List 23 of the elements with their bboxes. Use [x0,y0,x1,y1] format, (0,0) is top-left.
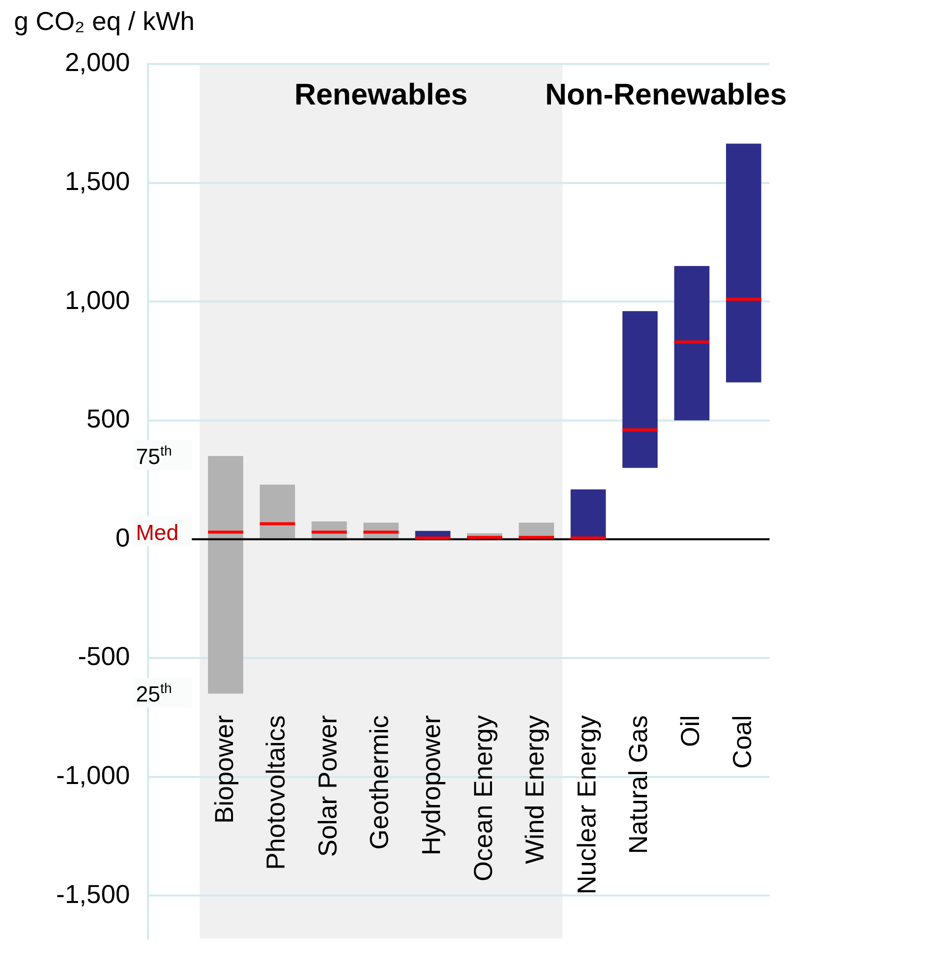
x-tick-label: Solar Power [312,714,342,857]
x-tick-label: Geothermic [364,715,394,850]
annotation: Med [136,520,179,546]
x-tick-label: Photovoltaics [260,715,291,870]
y-tick-label: 500 [86,404,130,434]
y-tick-label: -1,500 [56,878,130,909]
x-tick-label: Oil [675,715,705,747]
x-tick-label: Coal [726,715,757,769]
y-tick-label: 2,000 [64,47,130,78]
x-tick-label: Biopower [208,714,239,824]
y-tick-label: 0 [115,522,130,552]
y-tick-label: 1,500 [64,166,130,196]
y-tick-label: -1,000 [56,760,130,790]
x-tick-label: Hydropower [416,714,446,856]
x-tick-label: Wind Energy [520,715,550,864]
y-tick-label: 1,000 [64,284,130,315]
band-label: Renewables [294,78,468,112]
x-tick-label: Nuclear Energy [571,715,602,894]
y-tick-label: -500 [78,641,130,672]
y-axis-title: g CO₂ eq / kWh [14,6,195,37]
x-tick-label: Natural Gas [623,715,654,854]
annotation: Non-Renewables [545,78,787,112]
x-tick-label: Ocean Energy [468,715,498,882]
